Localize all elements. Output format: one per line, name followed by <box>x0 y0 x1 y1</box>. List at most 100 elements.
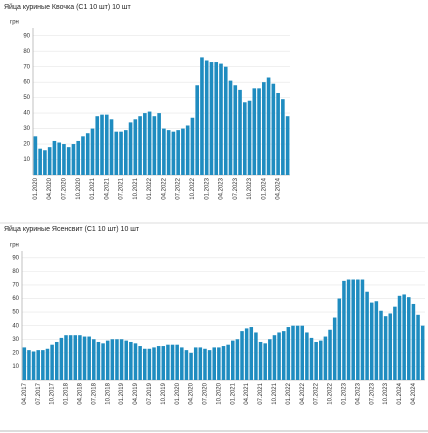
bar <box>175 344 179 380</box>
bar <box>156 346 161 380</box>
bar <box>138 346 142 380</box>
bar <box>240 331 244 380</box>
bar <box>184 350 189 380</box>
bar <box>374 301 379 380</box>
bar <box>59 337 64 380</box>
x-tick-label: 10.2020 <box>216 382 222 404</box>
bar <box>45 348 50 380</box>
x-tick-label: 10.2023 <box>247 177 253 199</box>
bar <box>170 344 175 380</box>
x-tick-label: 04.2023 <box>355 382 361 404</box>
bar <box>92 339 96 380</box>
bar <box>90 128 95 175</box>
bar <box>238 89 242 175</box>
bar <box>73 335 78 380</box>
bar <box>305 332 309 380</box>
y-tick-label: 90 <box>23 33 30 39</box>
bar <box>254 332 258 380</box>
y-tick-label: 30 <box>23 126 30 132</box>
bar <box>54 341 59 380</box>
bar <box>388 313 393 380</box>
bar <box>411 303 416 380</box>
bar <box>161 346 166 380</box>
bar <box>100 114 104 175</box>
x-tick-label: 01.2021 <box>230 382 236 404</box>
bar <box>332 317 337 380</box>
bar <box>360 279 365 380</box>
x-tick-label: 10.2022 <box>328 382 334 404</box>
bar <box>128 122 133 175</box>
bar <box>96 341 101 380</box>
y-tick-label: 40 <box>12 323 19 329</box>
bar <box>228 80 233 175</box>
bar <box>402 294 406 380</box>
bar <box>195 85 200 175</box>
x-tick-label: 01.2020 <box>175 382 181 404</box>
bar <box>57 142 61 175</box>
bar <box>281 99 285 175</box>
bar <box>309 337 314 380</box>
bar <box>133 119 138 175</box>
bar <box>176 130 180 175</box>
bar <box>203 348 207 380</box>
bar <box>242 102 247 175</box>
x-tick-label: 10.2019 <box>161 382 167 404</box>
y-tick-label: 20 <box>12 350 19 356</box>
bar <box>369 302 374 380</box>
x-tick-label: 01.2024 <box>261 177 267 199</box>
bar <box>209 62 214 175</box>
bar <box>22 347 27 380</box>
bar <box>110 339 115 380</box>
bar <box>285 116 290 175</box>
bar <box>181 128 185 175</box>
y-axis-label: грн <box>10 20 19 26</box>
bar <box>207 350 212 380</box>
bar <box>356 279 360 380</box>
x-tick-label: 04.2022 <box>161 177 167 199</box>
bar <box>143 113 147 175</box>
bar <box>68 335 73 380</box>
bar <box>379 310 383 380</box>
y-tick-label: 80 <box>12 269 19 275</box>
bar <box>142 348 147 380</box>
bar <box>198 347 203 380</box>
x-tick-label: 07.2021 <box>119 177 125 199</box>
bar <box>47 147 52 175</box>
y-tick-label: 60 <box>23 80 30 86</box>
chart-title: Яйца куриные Ясенсвит (С1 10 шт) 10 шт <box>4 225 140 233</box>
bar <box>152 347 156 380</box>
bar <box>190 117 195 175</box>
bar <box>258 341 263 380</box>
y-tick-label: 20 <box>23 142 30 148</box>
x-tick-label: 04.2023 <box>219 177 225 199</box>
bar <box>383 316 388 380</box>
x-tick-label: 04.2020 <box>189 382 195 404</box>
y-tick-label: 90 <box>12 255 19 261</box>
bar <box>365 291 369 380</box>
x-tick-label: 04.2017 <box>22 382 28 404</box>
bar <box>314 341 318 380</box>
bar <box>36 350 40 380</box>
x-tick-label: 07.2022 <box>176 177 182 199</box>
x-tick-label: 01.2019 <box>119 382 125 404</box>
bar <box>105 340 110 380</box>
x-tick-label: 07.2017 <box>36 382 42 404</box>
y-axis-label: грн <box>10 243 19 249</box>
x-tick-label: 01.2020 <box>33 177 39 199</box>
bar <box>147 348 152 380</box>
bar <box>180 347 184 380</box>
x-tick-label: 01.2018 <box>64 382 70 404</box>
y-tick-label: 80 <box>23 49 30 55</box>
bar <box>276 92 280 175</box>
x-tick-label: 01.2023 <box>204 177 210 199</box>
bar <box>82 336 87 380</box>
bar <box>272 335 277 380</box>
bar <box>124 340 128 380</box>
bar <box>152 116 157 175</box>
x-tick-label: 04.2019 <box>133 382 139 404</box>
bar <box>420 325 425 380</box>
bar <box>286 327 291 380</box>
y-tick-label: 10 <box>23 157 30 163</box>
bar <box>397 295 402 380</box>
